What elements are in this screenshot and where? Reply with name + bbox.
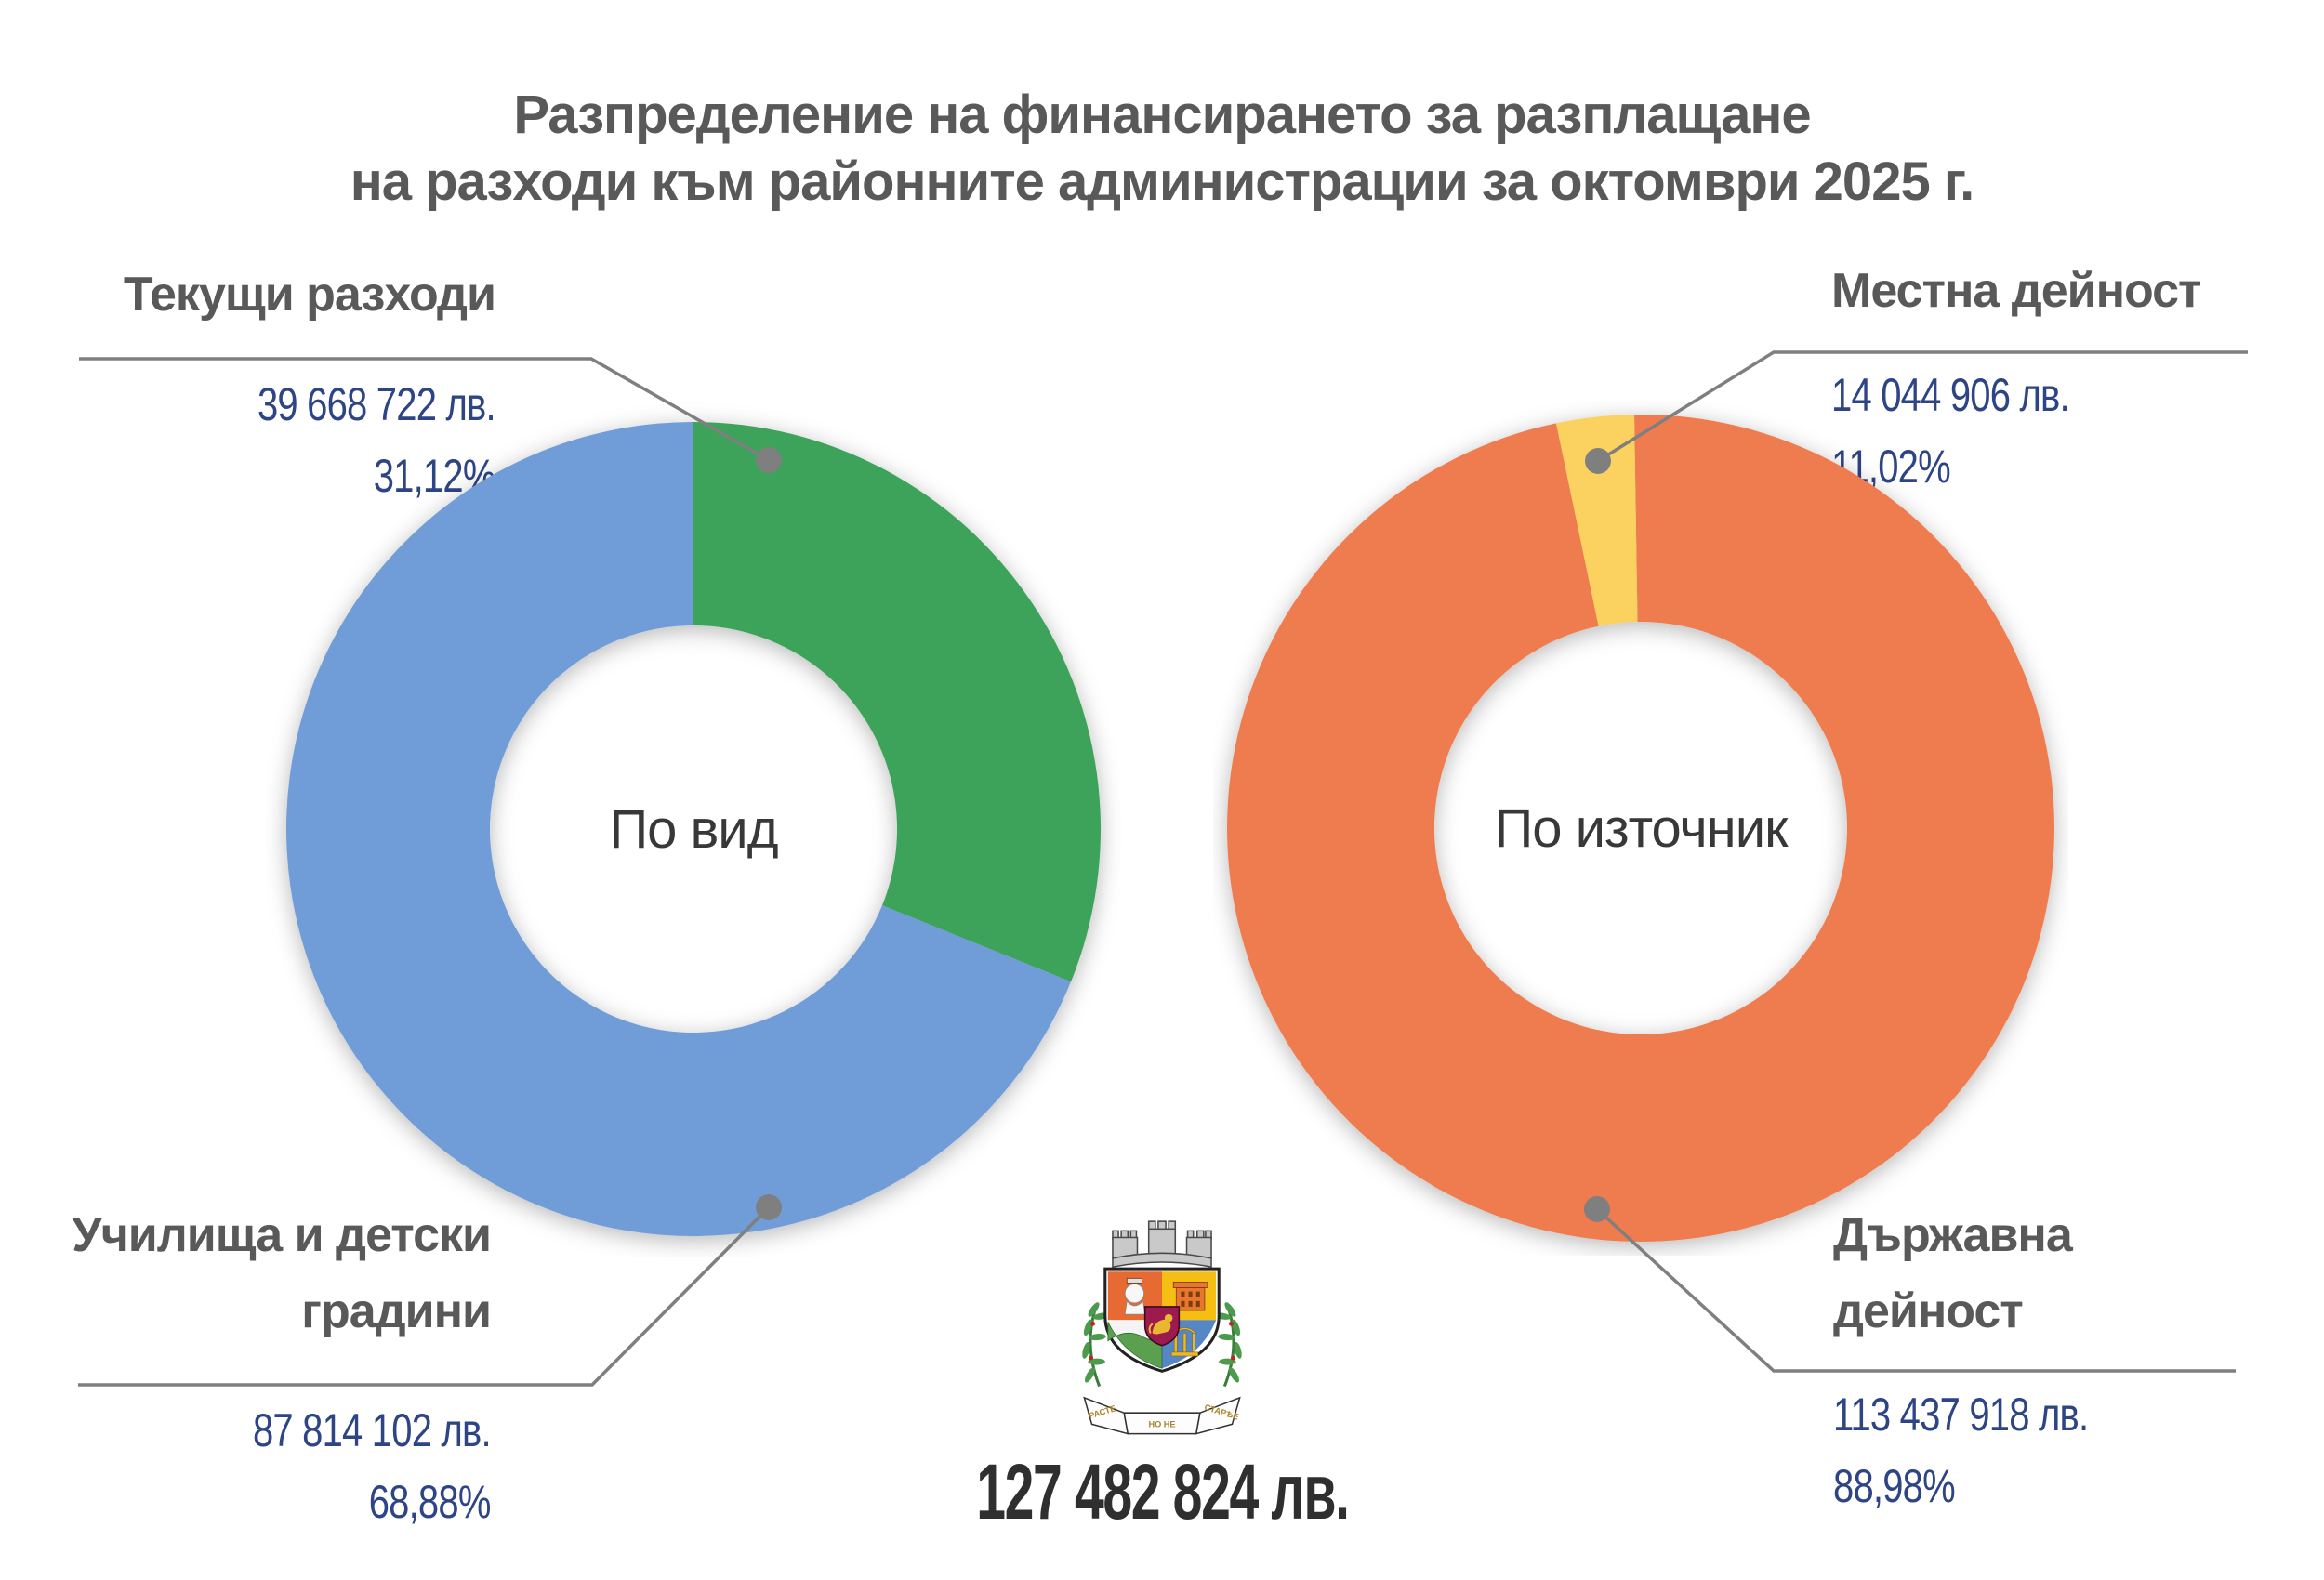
callout-line-schools <box>78 1205 771 1387</box>
callout-dot-state <box>1584 1196 1610 1222</box>
percent-state-activity: 88,98% <box>1833 1460 1956 1512</box>
grand-total-value: 127 482 824 лв. <box>975 1448 1350 1535</box>
values-state-activity: 113 437 918 лв. 88,98% <box>1833 1379 2152 1522</box>
callout-dot-municipal <box>1585 448 1611 474</box>
donut-right-center-label: По източник <box>1494 797 1789 859</box>
donut-slice-state-activity <box>1227 414 2055 1242</box>
lion-escutcheon-icon <box>1143 1306 1181 1347</box>
value-municipal-activity: 14 044 906 лв. <box>1831 369 2070 421</box>
page-title-line2: на разходи към районните администрации з… <box>350 151 1975 212</box>
temple-icon <box>1170 1327 1199 1357</box>
value-schools-kindergartens: 87 814 102 лв. <box>253 1404 492 1456</box>
basilica-icon <box>1172 1282 1208 1311</box>
sofia-coat-of-arms: РАСТЕ НО НЕ СТАРѢЕ <box>1082 1220 1242 1435</box>
motto-ribbon-icon: РАСТЕ НО НЕ СТАРѢЕ <box>1083 1396 1241 1435</box>
donut-left-center-label: По вид <box>609 798 778 860</box>
donut-by-source-slices <box>1227 414 2055 1242</box>
callout-line-current-expenses <box>79 357 770 462</box>
mural-crown-icon <box>1112 1220 1212 1269</box>
values-current-expenses: 39 668 722 лв. 31,12% <box>198 369 496 512</box>
label-schools-kindergartens: Училища и детски градини <box>72 1208 492 1338</box>
label-state-activity: Държавна дейност <box>1833 1208 2073 1338</box>
donut-by-type-slices <box>285 422 1101 1237</box>
page-title-line1: Разпределение на финансирането за разпла… <box>513 85 1811 145</box>
label-municipal-activity: Местна дейност <box>1831 264 2201 318</box>
values-schools-kindergartens: 87 814 102 лв. 68,88% <box>193 1395 492 1538</box>
value-current-expenses: 39 668 722 лв. <box>257 378 496 430</box>
callout-dot-current-expenses <box>756 447 782 473</box>
shield-icon <box>1103 1267 1221 1373</box>
page-title: Разпределение на финансирането за разпла… <box>0 82 2324 216</box>
callout-dot-schools <box>756 1194 782 1220</box>
donut-chart-by-source <box>1227 414 2055 1242</box>
donut-slice-municipal-activity <box>1556 415 1638 626</box>
donut-chart-by-type <box>285 422 1101 1237</box>
callout-line-municipal <box>1597 350 2248 463</box>
callout-line-state <box>1595 1207 2236 1373</box>
grand-total: 127 482 824 лв. <box>0 1450 2324 1534</box>
percent-schools-kindergartens: 68,88% <box>369 1476 492 1528</box>
donut-slice-schools-kindergartens <box>285 422 1072 1237</box>
tyche-figure-icon <box>1124 1277 1146 1315</box>
donut-slice-current-expenses <box>693 422 1101 982</box>
label-current-expenses: Текущи разходи <box>123 268 496 322</box>
value-state-activity: 113 437 918 лв. <box>1833 1389 2089 1441</box>
motto-center: НО НЕ <box>1148 1419 1175 1429</box>
